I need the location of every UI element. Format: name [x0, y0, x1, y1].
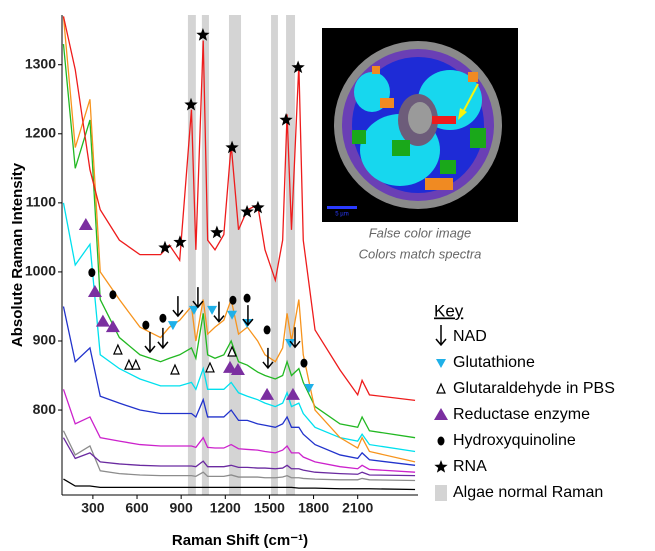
- y-tick-label: 1200: [25, 124, 56, 140]
- glutathione-marker: [227, 310, 238, 320]
- nad-marker: [172, 296, 184, 318]
- x-tick-label: 1500: [254, 500, 285, 516]
- glutathione-marker: [167, 321, 178, 331]
- axes: 800 900 1000 1100 1200 1300 300 600 900 1200 1500 1…: [25, 15, 418, 516]
- x-tick-label: 900: [169, 500, 193, 516]
- legend-label: RNA: [453, 458, 487, 475]
- hydroxyquinoline-marker: [437, 436, 445, 446]
- hydroxyquinoline-marker: [159, 313, 167, 323]
- nad-marker: [289, 327, 301, 349]
- reductase-marker: [105, 320, 120, 333]
- band: [271, 15, 278, 495]
- inset-image: 5 µm: [322, 28, 518, 222]
- y-tick-label: 800: [33, 401, 57, 417]
- band-swatch: [435, 485, 447, 501]
- y-tick-label: 1000: [25, 263, 56, 279]
- legend-label: Glutaraldehyde in PBS: [453, 380, 615, 397]
- rna-marker: [251, 200, 265, 214]
- rna-marker: [291, 60, 305, 74]
- spectrum-line: [62, 202, 416, 453]
- nad-marker: [144, 332, 156, 354]
- spectrum-line: [62, 16, 416, 402]
- inset-caption: False color image: [369, 225, 472, 240]
- rna-marker: [173, 235, 187, 248]
- reductase-marker: [78, 217, 93, 230]
- spectrum-line: [62, 430, 416, 482]
- spectra: [62, 16, 416, 491]
- y-tick-label: 1100: [26, 194, 57, 210]
- legend-label: Algae normal Raman: [453, 484, 603, 501]
- y-tick-label: 900: [33, 332, 57, 348]
- reductase-marker: [260, 387, 275, 400]
- nad-marker: [157, 327, 169, 350]
- hydroxyquinoline-marker: [109, 290, 117, 300]
- x-tick-label: 1800: [298, 500, 329, 516]
- glutaraldehyde-marker: [130, 358, 141, 370]
- glutathione-marker: [188, 305, 199, 315]
- y-tick-label: 1300: [25, 55, 56, 71]
- glutaraldehyde-marker: [124, 358, 134, 370]
- glutathione-marker: [303, 383, 314, 393]
- nad-marker: [242, 305, 254, 327]
- glutaraldehyde-marker: [205, 361, 215, 373]
- spectrum-line: [62, 437, 416, 477]
- x-tick-label: 300: [81, 500, 105, 516]
- x-tick-label: 1200: [210, 500, 241, 516]
- reductase-marker: [285, 387, 300, 400]
- x-tick-label: 2100: [342, 500, 373, 516]
- markers: [78, 28, 314, 400]
- band: [187, 15, 196, 495]
- key-title: Key: [434, 301, 464, 320]
- legend-label: Glutathione: [453, 354, 535, 371]
- reductase-marker: [87, 284, 102, 297]
- rna-marker: [240, 204, 254, 218]
- nad-marker: [213, 301, 225, 323]
- spectrum-line: [62, 16, 416, 463]
- hydroxyquinoline-marker: [243, 293, 251, 303]
- inset-caption: Colors match spectra: [359, 246, 482, 261]
- nad-marker: [192, 287, 204, 309]
- glutathione-marker: [207, 305, 218, 315]
- spectrum-line: [62, 389, 416, 473]
- rna-marker: [210, 225, 224, 239]
- legend-label: Reductase enzyme: [453, 406, 590, 423]
- nad-marker: [435, 325, 447, 347]
- inset-scale: 5 µm: [335, 212, 348, 218]
- rna-marker: [225, 140, 239, 154]
- reductase-marker: [434, 408, 448, 420]
- x-axis-label: Raman Shift (cm⁻¹): [172, 532, 308, 549]
- glutaraldehyde-marker: [112, 343, 123, 355]
- nad-marker: [262, 347, 274, 370]
- hydroxyquinoline-marker: [263, 325, 271, 335]
- hydroxyquinoline-marker: [88, 268, 96, 278]
- glutathione-marker: [285, 339, 296, 349]
- rna-marker: [158, 240, 172, 254]
- hydroxyquinoline-marker: [300, 358, 308, 368]
- reductase-marker: [95, 314, 110, 327]
- glutaraldehyde-marker: [170, 363, 180, 375]
- band: [228, 15, 242, 495]
- reductase-marker: [222, 360, 237, 373]
- spectrum-line: [63, 478, 416, 491]
- rna-marker: [279, 112, 293, 126]
- legend-label: Hydroxyquinoline: [453, 432, 576, 449]
- hydroxyquinoline-marker: [142, 320, 150, 330]
- glutaraldehyde-marker: [227, 345, 237, 357]
- legend-label: NAD: [453, 328, 487, 345]
- x-tick-label: 600: [125, 500, 149, 516]
- reductase-marker: [230, 362, 245, 375]
- legend: NAD Glutathione Glutaraldehyde in PBS Reduc…: [434, 325, 615, 501]
- band: [286, 15, 296, 495]
- glutathione-marker: [436, 359, 446, 368]
- rna-marker: [434, 460, 448, 473]
- rna-marker: [196, 28, 210, 41]
- band: [201, 15, 209, 495]
- bands: [187, 15, 296, 495]
- spectrum-line: [62, 306, 416, 466]
- hydroxyquinoline-marker: [229, 295, 237, 305]
- rna-marker: [184, 97, 198, 111]
- y-axis-label: Absolute Raman Intensity: [9, 162, 26, 347]
- glutaraldehyde-marker: [436, 382, 446, 394]
